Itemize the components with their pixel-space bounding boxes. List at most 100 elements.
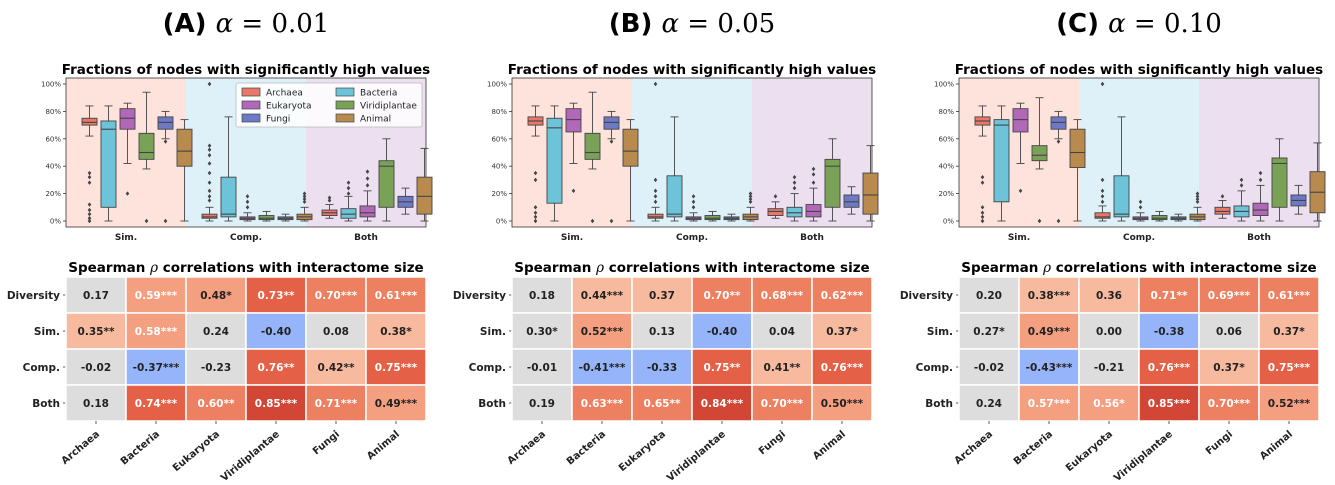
box-iqr xyxy=(767,208,784,216)
heatmap-cell-label: 0.75*** xyxy=(1268,362,1311,374)
heatmap-cell-label: 0.63*** xyxy=(581,398,624,410)
y-tick-label: 60% xyxy=(491,135,507,143)
heatmap-cell-label: 0.68*** xyxy=(761,290,804,302)
heatmap-cell-label: 0.13 xyxy=(649,326,675,338)
legend-swatch xyxy=(241,87,261,97)
box-viridiplantae xyxy=(1151,210,1168,222)
heatmap-col-label: Animal xyxy=(365,429,402,462)
box-animal xyxy=(1069,119,1086,222)
heatmap-cell-label: -0.38 xyxy=(1154,326,1184,338)
heatmap-title-suffix: correlations with interactome size xyxy=(604,260,870,276)
heatmap-cell xyxy=(1258,384,1320,422)
panel-title: (B) α = 0.05 xyxy=(609,9,775,39)
heatmap-cell xyxy=(1078,312,1140,350)
box-eukaryota xyxy=(1252,170,1269,222)
box-plot-title: Fractions of nodes with significantly hi… xyxy=(508,62,876,78)
heatmap-title-suffix: correlations with interactome size xyxy=(158,260,424,276)
category-background xyxy=(959,78,1079,227)
heatmap-cell xyxy=(125,312,187,350)
heatmap-row-label: Diversity xyxy=(453,290,506,302)
flier xyxy=(792,174,797,180)
heatmap-col-label: Bacteria xyxy=(119,429,162,468)
panel-title-space xyxy=(207,9,216,39)
y-tick-label: 40% xyxy=(491,163,507,171)
flier xyxy=(207,143,212,148)
box-iqr xyxy=(993,119,1010,203)
flier xyxy=(1100,81,1105,87)
box-viridiplantae xyxy=(258,210,275,222)
box-eukaryota xyxy=(239,194,256,222)
flier xyxy=(245,194,250,199)
heatmap-row-label: Sim. xyxy=(927,326,953,338)
flier xyxy=(302,196,307,202)
flier xyxy=(1195,194,1200,199)
legend-swatch xyxy=(241,113,261,123)
y-tick-label: 100% xyxy=(41,81,61,89)
box-eukaryota xyxy=(1132,199,1149,222)
box-animal xyxy=(622,119,639,222)
flier xyxy=(1037,218,1042,224)
legend-box xyxy=(235,82,423,128)
heatmap-cell-label: 0.73** xyxy=(258,290,295,302)
box-iqr xyxy=(565,108,582,133)
y-tick-label: 0% xyxy=(496,218,507,226)
heatmap-cell xyxy=(185,348,247,386)
flier xyxy=(245,199,250,205)
box-iqr xyxy=(1069,128,1086,169)
box-plot-frame xyxy=(65,77,427,228)
heatmap-cell-label: 0.84*** xyxy=(701,398,744,410)
heatmap-cell-label: -0.40 xyxy=(261,326,291,338)
box-fungi xyxy=(397,187,414,215)
box-plot-title: Fractions of nodes with significantly hi… xyxy=(955,62,1323,78)
flier xyxy=(87,216,92,221)
heatmap-row-label: Both xyxy=(925,398,953,410)
box-eukaryota xyxy=(685,194,702,222)
heatmap-col-label: Viridiplantae xyxy=(1112,429,1175,484)
box-fungi xyxy=(1290,184,1307,215)
heatmap-cell-label: 0.08 xyxy=(323,326,349,338)
box-iqr xyxy=(378,160,395,208)
flier xyxy=(87,170,92,176)
heatmap-cell-label: 0.85*** xyxy=(1148,398,1191,410)
box-iqr xyxy=(1151,215,1168,221)
heatmap-row-label: Diversity xyxy=(7,290,60,302)
heatmap-cell xyxy=(511,384,573,422)
box-animal xyxy=(176,119,193,222)
heatmap-title: Spearman ρ correlations with interactome… xyxy=(961,260,1316,276)
y-tick-label: 100% xyxy=(487,81,507,89)
flier xyxy=(87,211,92,217)
box-iqr xyxy=(584,132,601,160)
heatmap-cell-label: 0.35** xyxy=(78,326,115,338)
panel-a: (A) α = 0.01 Fractions of nodes with sign… xyxy=(7,9,433,484)
box-fungi xyxy=(1170,213,1187,222)
heatmap-cell xyxy=(631,348,693,386)
heatmap-cell-label: 0.70*** xyxy=(315,290,358,302)
y-tick-label: 0% xyxy=(943,218,954,226)
heatmap-cell-label: 0.00 xyxy=(1096,326,1122,338)
flier xyxy=(365,169,370,174)
box-iqr xyxy=(1031,145,1048,162)
box-iqr xyxy=(843,194,860,208)
flier xyxy=(327,198,332,203)
heatmap-cell-label: -0.37*** xyxy=(133,362,180,374)
panel-label: (A) xyxy=(163,9,207,39)
heatmap-cell xyxy=(245,312,307,350)
flier xyxy=(207,81,212,87)
heatmap-cell-label: 0.37* xyxy=(1273,326,1305,338)
heatmap-cell-label: 0.65** xyxy=(644,398,681,410)
heatmap-cell-label: 0.70*** xyxy=(1208,398,1251,410)
box-iqr xyxy=(340,208,357,219)
rho-symbol: ρ xyxy=(595,260,604,276)
box-animal xyxy=(1189,191,1206,222)
panel-b: (B) α = 0.05 Fractions of nodes with sign… xyxy=(453,9,879,484)
flier xyxy=(1258,177,1263,183)
y-tick-label: 20% xyxy=(491,190,507,198)
y-tick-label: 0% xyxy=(50,218,61,226)
box-fungi xyxy=(157,110,174,224)
heatmap-cell-label: 0.52*** xyxy=(1268,398,1311,410)
box-viridiplantae xyxy=(378,138,395,222)
box-iqr xyxy=(666,175,683,218)
box-iqr xyxy=(704,215,721,221)
heatmap-cell-label: -0.23 xyxy=(201,362,231,374)
